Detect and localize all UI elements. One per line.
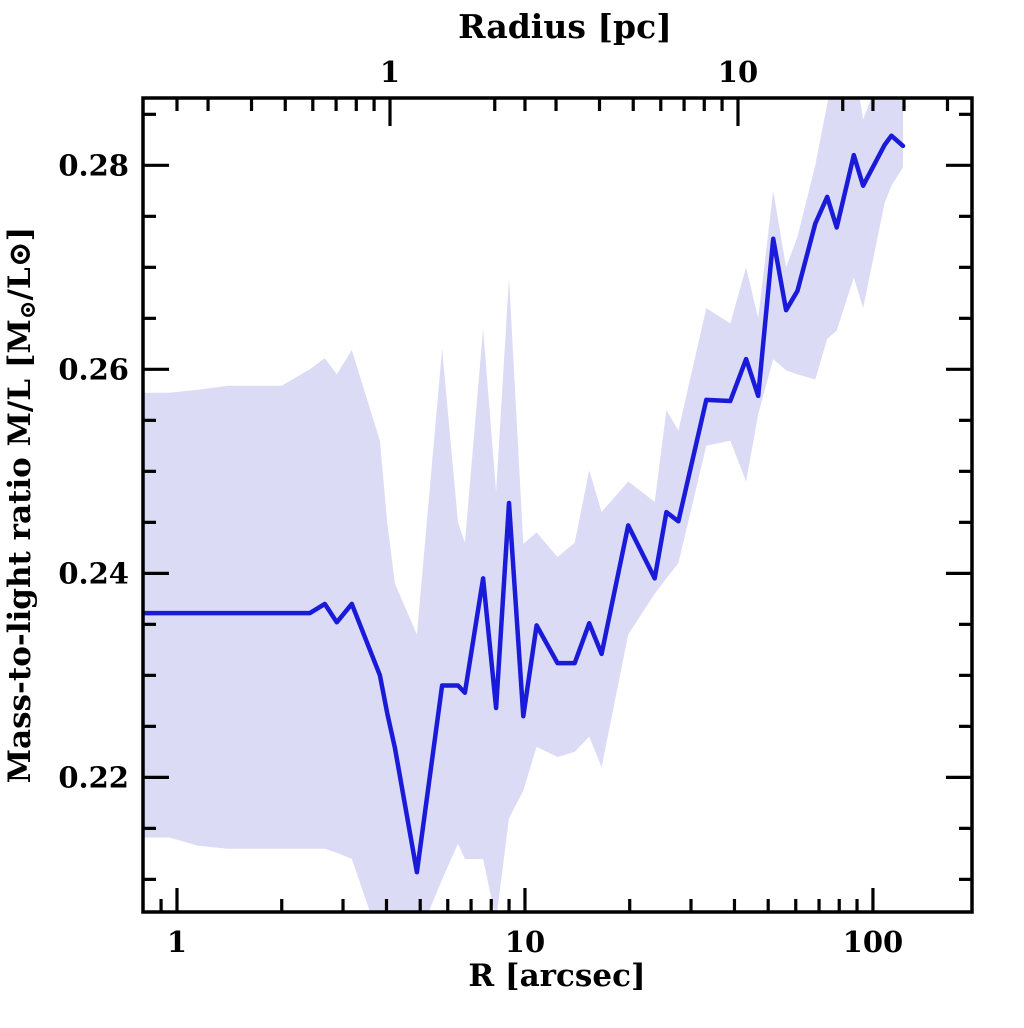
y-axis-title: Mass-to-light ratio M/L [M⊙/L⊙] bbox=[2, 227, 41, 784]
top-axis-title: Radius [pc] bbox=[458, 7, 672, 46]
x-tick-label: 1 bbox=[167, 925, 187, 959]
y-tick-label: 0.28 bbox=[58, 148, 129, 182]
ml-profile-line bbox=[143, 133, 906, 875]
y-tick-label: 0.26 bbox=[58, 352, 129, 386]
x-axis-title: R [arcsec] bbox=[468, 958, 645, 994]
top-tick-label: 1 bbox=[380, 55, 400, 89]
y-tick-label: 0.24 bbox=[58, 556, 129, 590]
y-tick-label: 0.22 bbox=[58, 760, 129, 794]
x-tick-label: 100 bbox=[843, 925, 904, 959]
axis-ticks bbox=[143, 98, 972, 912]
uncertainty-band bbox=[143, 98, 903, 912]
top-tick-label: 10 bbox=[718, 55, 758, 89]
axis-tick-labels: 1 10 100 1 10 0.22 0.24 0.26 0.28 bbox=[58, 55, 903, 959]
x-tick-label: 10 bbox=[505, 925, 545, 959]
